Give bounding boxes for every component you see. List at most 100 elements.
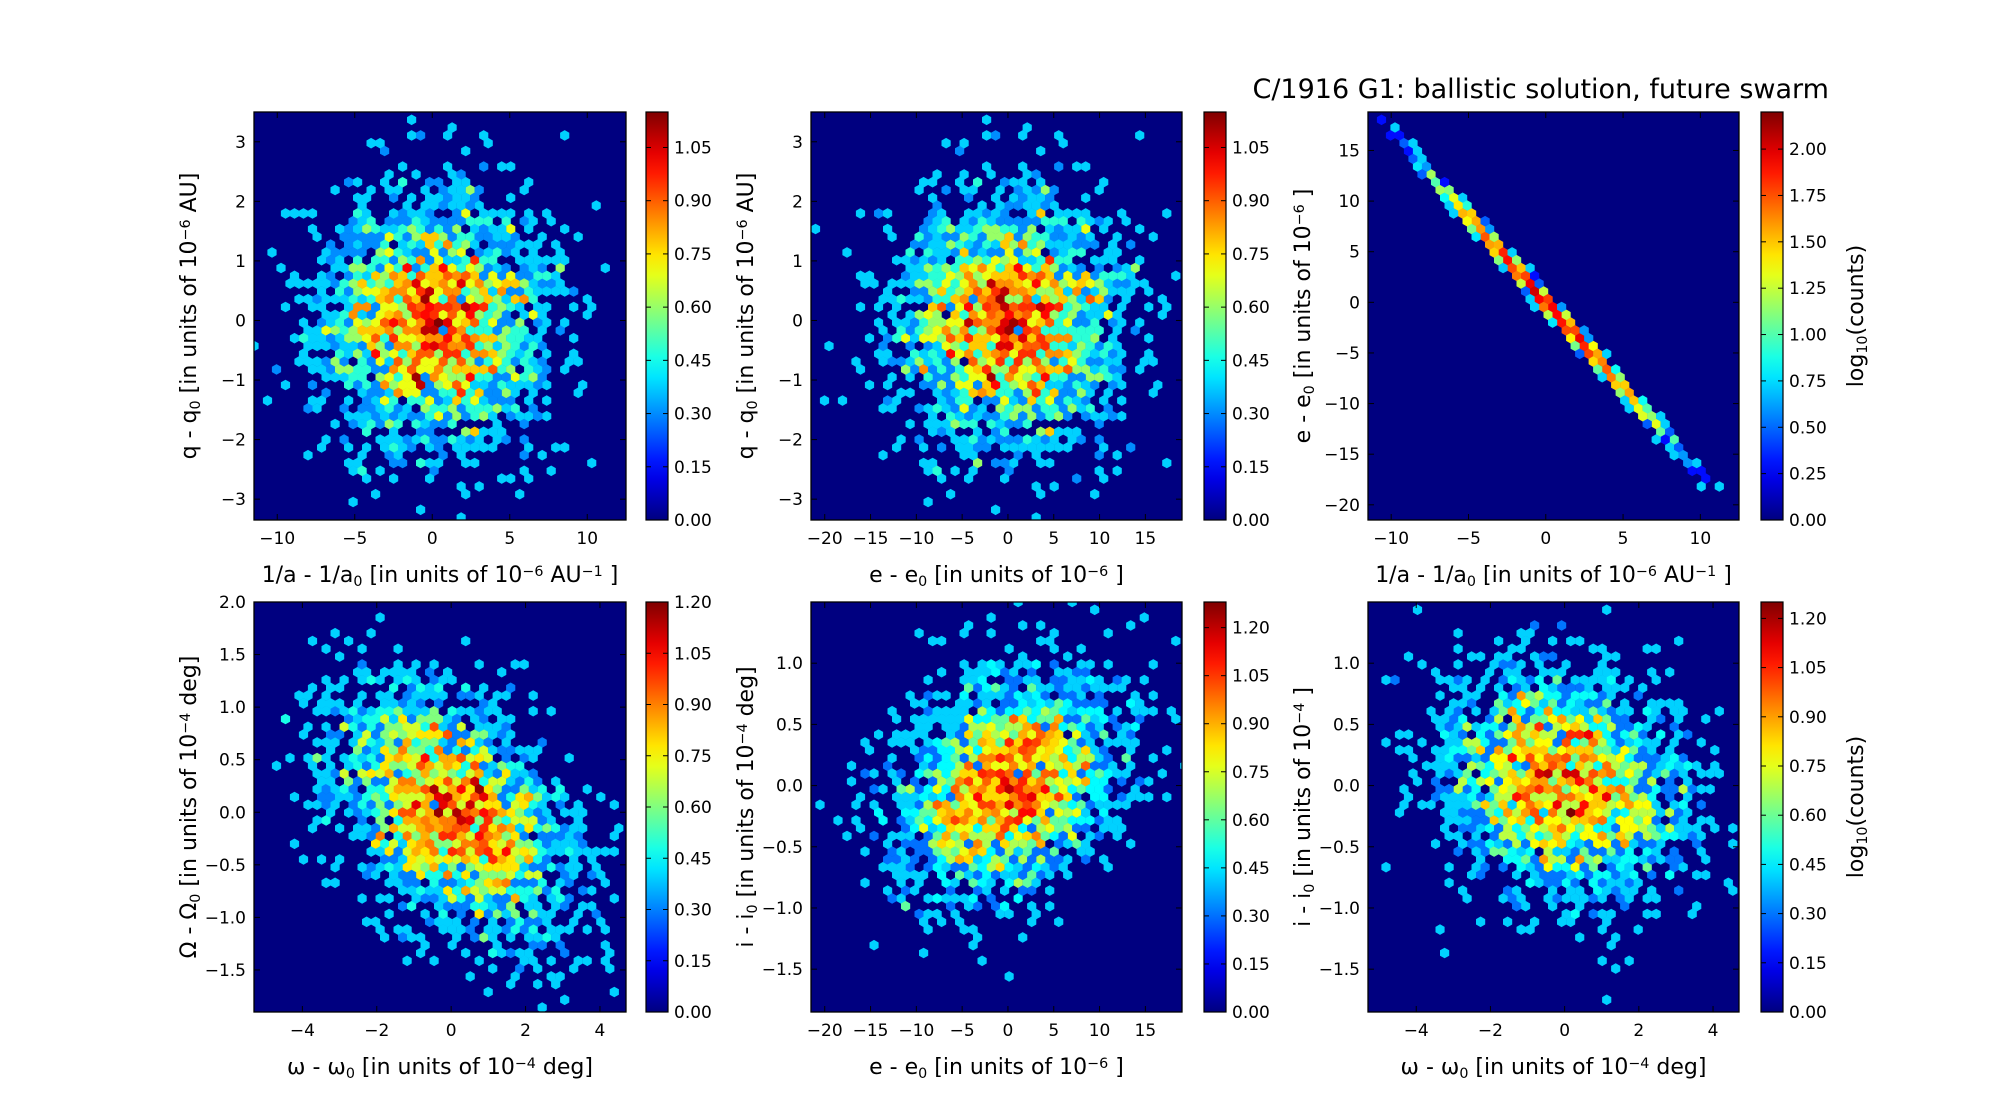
hex-cell xyxy=(551,791,561,803)
hex-cell xyxy=(1018,760,1028,772)
hex-cell xyxy=(474,371,484,383)
hex-cell xyxy=(384,721,394,733)
hex-cell xyxy=(982,208,992,219)
hex-cell xyxy=(928,760,938,772)
hex-cell xyxy=(515,410,525,422)
hex-cell xyxy=(1004,752,1014,764)
hex-cell xyxy=(1570,768,1580,779)
hex-cell xyxy=(515,488,525,500)
hex-cell xyxy=(474,877,484,889)
hex-cell xyxy=(1045,760,1055,772)
hex-cell xyxy=(393,643,403,655)
hex-cell xyxy=(1013,278,1023,289)
hex-cell xyxy=(506,682,516,694)
hex-cell xyxy=(982,239,992,250)
hex-cell xyxy=(1458,698,1468,709)
hex-cell xyxy=(371,348,381,360)
hex-cell xyxy=(923,247,933,258)
hex-cell xyxy=(1566,885,1576,896)
hex-cell xyxy=(362,317,372,328)
hex-cell xyxy=(429,705,439,717)
hex-cell xyxy=(883,348,893,360)
hex-cell xyxy=(407,317,417,328)
hex-cell xyxy=(1557,301,1567,313)
hex-cell xyxy=(1566,744,1576,756)
hex-cell xyxy=(434,760,444,772)
label-segment: deg] xyxy=(734,666,759,723)
hex-cell xyxy=(1090,364,1100,375)
hex-cell xyxy=(501,830,511,842)
hex-cell xyxy=(883,854,893,865)
hex-cell xyxy=(1624,768,1634,779)
hex-cell xyxy=(1471,861,1481,873)
hex-cell xyxy=(362,729,372,740)
hex-cell xyxy=(1561,705,1571,717)
hex-cell xyxy=(995,737,1005,748)
hex-cell xyxy=(1566,791,1576,803)
hex-cell xyxy=(429,690,439,701)
hex-cell xyxy=(254,397,255,404)
subscript: 0 xyxy=(346,1066,355,1082)
hex-cell xyxy=(1566,713,1576,725)
hex-cell xyxy=(537,1002,547,1012)
hex-cell xyxy=(1588,908,1598,920)
hex-cell xyxy=(1103,403,1113,414)
hex-cell xyxy=(982,270,992,282)
hex-cell xyxy=(941,371,951,383)
hex-cell xyxy=(1485,744,1495,756)
hex-cell xyxy=(371,729,381,740)
hex-cell xyxy=(928,379,938,391)
hex-cell xyxy=(1067,705,1077,717)
hex-cell xyxy=(1018,698,1028,709)
hex-cell xyxy=(542,364,552,375)
hex-cell xyxy=(1031,200,1041,211)
hex-cell xyxy=(1579,325,1589,336)
hex-cell xyxy=(1403,729,1414,740)
hex-cell xyxy=(1539,760,1549,772)
hex-cell xyxy=(977,278,987,289)
hex-cell xyxy=(1054,395,1064,406)
figure-title: C/1916 G1: ballistic solution, future sw… xyxy=(1252,74,1829,105)
hex-cell xyxy=(905,356,915,367)
hex-cell xyxy=(1476,682,1486,694)
hex-cell xyxy=(501,752,511,764)
hex-cell xyxy=(307,760,318,772)
hex-cell xyxy=(393,924,403,935)
hex-cell xyxy=(542,410,552,422)
hex-cell xyxy=(411,815,421,826)
hex-cell xyxy=(946,348,956,360)
hex-cell xyxy=(932,309,942,321)
hex-cell xyxy=(1135,791,1145,803)
hex-cell xyxy=(1602,604,1612,616)
hex-cell xyxy=(420,403,430,414)
hex-cell xyxy=(1548,682,1558,694)
hex-cell xyxy=(488,254,498,266)
hex-cell xyxy=(1076,721,1086,733)
label-segment: ] xyxy=(1716,563,1732,588)
hex-cell xyxy=(479,395,489,406)
hex-cell xyxy=(447,340,457,352)
hex-cell xyxy=(488,838,498,850)
hex-cell xyxy=(1633,924,1643,935)
hex-cell xyxy=(1099,776,1109,787)
hex-cell xyxy=(1054,822,1064,834)
hex-cell xyxy=(398,364,408,375)
hex-cell xyxy=(1027,807,1037,818)
hex-cell xyxy=(910,698,920,709)
label-segment: AU] xyxy=(177,173,202,220)
hex-cell xyxy=(402,768,412,779)
hex-cell xyxy=(1121,674,1131,686)
hex-cell xyxy=(1633,815,1643,826)
hex-cell xyxy=(1435,184,1445,196)
hex-cell xyxy=(519,955,529,967)
hex-cell xyxy=(506,161,516,172)
hex-cell xyxy=(1045,698,1055,709)
hex-cell xyxy=(1521,270,1531,282)
hex-cell xyxy=(348,340,358,352)
hex-cell xyxy=(1543,737,1553,748)
hex-cell xyxy=(1530,791,1540,803)
hex-cell xyxy=(1665,776,1675,787)
hex-cell xyxy=(1040,403,1050,414)
hex-cell xyxy=(928,254,938,266)
y-tick-label: 0.0 xyxy=(776,777,803,797)
